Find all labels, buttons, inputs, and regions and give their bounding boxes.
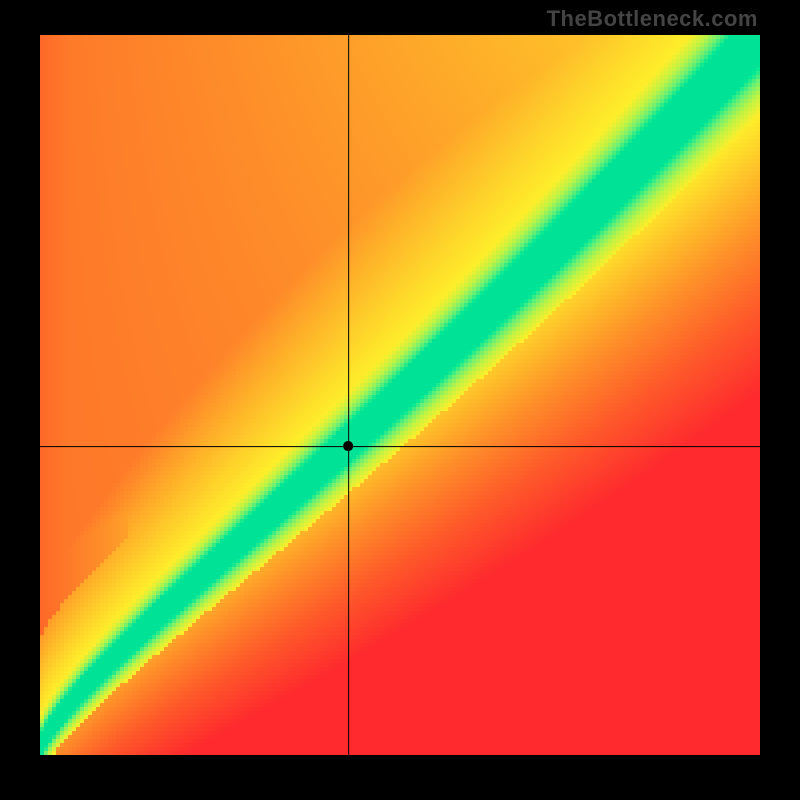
chart-container: TheBottleneck.com <box>0 0 800 800</box>
watermark-text: TheBottleneck.com <box>547 6 758 32</box>
bottleneck-heatmap <box>40 35 760 755</box>
